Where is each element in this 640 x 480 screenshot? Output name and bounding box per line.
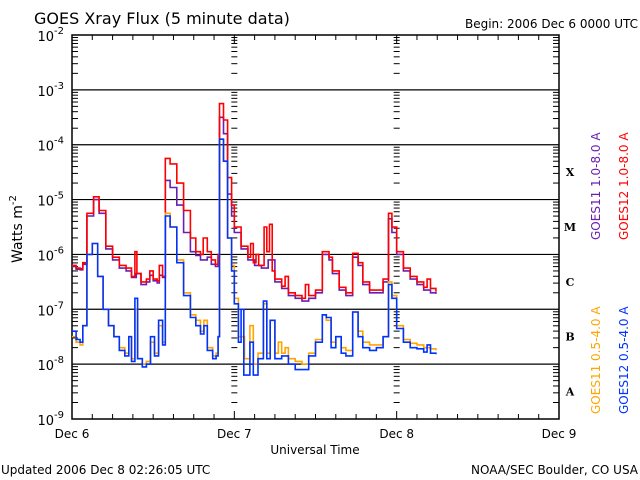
series-line-goes12-0-5-4-0-a bbox=[72, 138, 437, 376]
y-tick-label: 10-8 bbox=[37, 355, 64, 374]
y-axis-label-superscript: -2 bbox=[8, 195, 19, 205]
begin-label: Begin: 2006 Dec 6 0000 UTC bbox=[465, 17, 638, 31]
y-tick-base: 10 bbox=[37, 140, 54, 155]
y-tick-base: 10 bbox=[37, 249, 54, 264]
y-axis-label: Watts m-2 bbox=[8, 195, 26, 263]
y-tick-label: 10-3 bbox=[37, 81, 64, 100]
y-tick-exponent: -4 bbox=[54, 136, 64, 147]
y-tick-exponent: -6 bbox=[54, 245, 64, 256]
y-tick-label: 10-2 bbox=[37, 26, 64, 45]
flare-class-label: X bbox=[566, 166, 575, 179]
plot-frame bbox=[71, 34, 560, 420]
flare-class-label: M bbox=[564, 221, 576, 234]
legend-entry: GOES12 1.0-8.0 A bbox=[617, 132, 631, 240]
y-tick-labels: 10-210-310-410-510-610-710-810-9 bbox=[37, 26, 64, 429]
series-line-goes12-1-0-8-0-a bbox=[72, 102, 437, 300]
legend-entry: GOES12 0.5-4.0 A bbox=[617, 306, 631, 414]
legend: GOES11 1.0-8.0 A GOES12 1.0-8.0 A GOES11 0… bbox=[589, 132, 631, 414]
x-tick-label: Dec 9 bbox=[542, 427, 577, 441]
y-tick-base: 10 bbox=[37, 85, 54, 100]
y-tick-label: 10-9 bbox=[37, 410, 64, 429]
y-tick-exponent: -9 bbox=[54, 410, 64, 421]
y-tick-exponent: -7 bbox=[54, 300, 64, 311]
y-tick-base: 10 bbox=[37, 304, 54, 319]
x-tick-label: Dec 8 bbox=[379, 427, 414, 441]
series-lines bbox=[72, 102, 437, 376]
y-tick-base: 10 bbox=[37, 195, 54, 210]
footer-credit: NOAA/SEC Boulder, CO USA bbox=[471, 463, 639, 477]
y-tick-label: 10-7 bbox=[37, 300, 64, 319]
legend-entry: GOES11 1.0-8.0 A bbox=[589, 132, 603, 240]
footer-updated: Updated 2006 Dec 8 02:26:05 UTC bbox=[1, 463, 210, 477]
y-tick-exponent: -5 bbox=[54, 191, 64, 202]
series-line-goes11-1-0-8-0-a bbox=[72, 116, 437, 302]
y-tick-label: 10-4 bbox=[37, 136, 64, 155]
legend-entry: GOES11 0.5-4.0 A bbox=[589, 306, 603, 414]
x-tick-label: Dec 7 bbox=[217, 427, 252, 441]
x-tick-label: Dec 6 bbox=[55, 427, 90, 441]
y-tick-exponent: -8 bbox=[54, 355, 64, 366]
y-tick-base: 10 bbox=[37, 414, 54, 429]
x-tick-labels: Dec 6 Dec 7 Dec 8 Dec 9 bbox=[55, 427, 577, 441]
y-tick-label: 10-6 bbox=[37, 245, 64, 264]
y-tick-label: 10-5 bbox=[37, 191, 64, 210]
axis-ticks bbox=[71, 35, 560, 419]
chart-title: GOES Xray Flux (5 minute data) bbox=[34, 9, 290, 28]
y-tick-base: 10 bbox=[37, 30, 54, 45]
flare-class-label: B bbox=[565, 331, 574, 344]
flare-class-label: C bbox=[566, 276, 575, 289]
y-axis-label-text: Watts m bbox=[10, 205, 26, 263]
flare-class-label: A bbox=[565, 386, 575, 399]
x-axis-label: Universal Time bbox=[270, 443, 359, 457]
y-tick-exponent: -3 bbox=[54, 81, 64, 92]
y-tick-exponent: -2 bbox=[54, 26, 64, 37]
grid-lines bbox=[72, 89, 559, 365]
y-tick-base: 10 bbox=[37, 359, 54, 374]
flare-class-labels: X M C B A bbox=[564, 166, 576, 398]
